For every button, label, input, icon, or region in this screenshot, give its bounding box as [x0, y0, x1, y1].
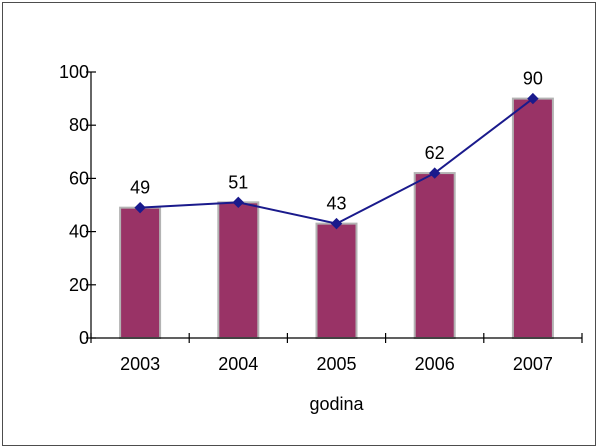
labels-layer: 49 51 43 62 90	[130, 69, 543, 214]
bar-2007	[511, 97, 554, 339]
x-tick-label-2005: 2005	[316, 354, 356, 374]
y-tick-label-80: 80	[69, 115, 89, 135]
x-axis-title: godina	[309, 394, 364, 414]
data-label-2007: 90	[523, 69, 543, 89]
y-tick-label-60: 60	[69, 168, 89, 188]
line-marker-2004	[232, 196, 245, 209]
bar-2003	[119, 206, 162, 339]
y-tick-label-100: 100	[59, 62, 89, 82]
x-tick-label-2006: 2006	[415, 354, 455, 374]
line-marker-2003	[134, 201, 146, 214]
line-layer	[134, 92, 539, 230]
bar-2004	[217, 201, 260, 339]
data-label-2006: 62	[425, 143, 445, 163]
bar-2005	[315, 222, 358, 339]
data-label-2004: 51	[228, 172, 248, 192]
line-marker-2007	[527, 92, 539, 105]
data-label-2003: 49	[130, 178, 150, 198]
data-label-2005: 43	[326, 194, 346, 214]
bar-2006	[413, 172, 456, 339]
line-marker-2006	[428, 167, 441, 179]
axes-layer	[90, 72, 582, 339]
x-tick-label-2004: 2004	[218, 354, 258, 374]
line-marker-2005	[330, 217, 343, 230]
ticks-layer: 0 20 40 60 80 100 2003 2004 2005 2006 2007	[59, 62, 583, 374]
y-tick-label-40: 40	[69, 222, 89, 242]
y-tick-label-0: 0	[79, 328, 89, 348]
x-tick-label-2007: 2007	[513, 354, 553, 374]
y-tick-label-20: 20	[69, 275, 89, 295]
x-tick-label-2003: 2003	[120, 354, 160, 374]
